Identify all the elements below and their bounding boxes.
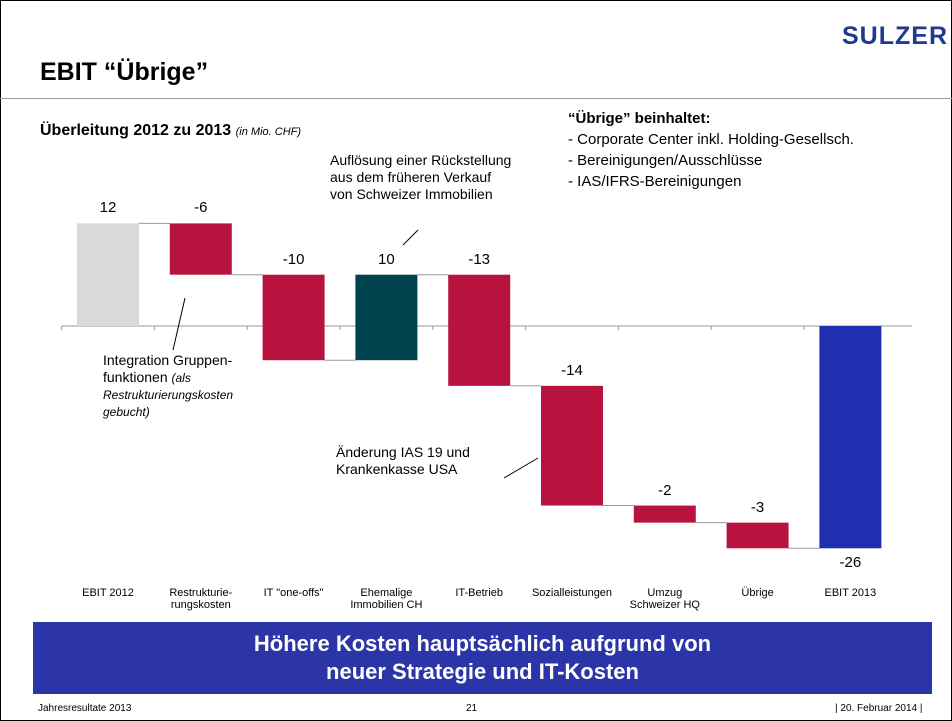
footer-left: Jahresresultate 2013: [38, 703, 132, 714]
bar: [262, 274, 325, 361]
annotation: Änderung IAS 19 und Krankenkasse USA: [336, 444, 470, 477]
x-tick-label: Umzug Schweizer HQ: [629, 587, 700, 611]
header-rule: [0, 98, 952, 99]
value-label: -13: [468, 250, 491, 268]
value-label: -3: [750, 498, 765, 516]
info-item: - Corporate Center inkl. Holding-Gesells…: [568, 131, 854, 148]
value-label: 10: [378, 250, 395, 268]
leader-line: [172, 297, 186, 351]
x-tick-label: IT "one-offs": [263, 587, 324, 599]
chart-title-block: Überleitung 2012 zu 2013 (in Mio. CHF): [40, 122, 301, 140]
x-tick-label: Sozialleistungen: [531, 587, 613, 599]
value-label: -6: [194, 199, 208, 217]
annotation: Integration Gruppen- funktionen (als Res…: [103, 352, 263, 420]
x-tick-label: Übrige: [741, 587, 774, 599]
bar: [726, 522, 789, 549]
annotation-note: (als Restrukturierungskosten gebucht): [103, 371, 234, 419]
bar: [633, 505, 696, 523]
x-tick-label: IT-Betrieb: [455, 587, 504, 599]
x-tick-label: EBIT 2013: [824, 587, 877, 599]
value-label: -26: [839, 554, 862, 572]
logo: SULZER: [842, 22, 948, 50]
info-heading: “Übrige” beinhaltet:: [568, 110, 711, 127]
bar: [819, 326, 882, 549]
value-label: -14: [561, 361, 583, 379]
bar: [541, 385, 603, 506]
info-box: “Übrige” beinhaltet: - Corporate Center …: [568, 108, 854, 192]
bar: [77, 223, 139, 326]
value-label: 12: [99, 199, 117, 217]
chart-subtitle: (in Mio. CHF): [235, 126, 302, 138]
slide-title: EBIT “Übrige”: [40, 58, 209, 86]
footer-page: 21: [466, 703, 478, 714]
banner: Höhere Kosten hauptsächlich aufgrund von…: [33, 622, 932, 694]
banner-line: Höhere Kosten hauptsächlich aufgrund von: [253, 631, 712, 656]
annotation-text: Integration Gruppen- funktionen: [103, 352, 233, 385]
chart-title: Überleitung 2012 zu 2013: [40, 122, 232, 139]
value-label: -10: [282, 250, 305, 268]
leader-line: [503, 457, 539, 479]
x-tick-label: Ehemalige Immobilien CH: [350, 587, 423, 611]
info-item: - IAS/IFRS-Bereinigungen: [568, 173, 742, 190]
bar: [169, 223, 232, 275]
footer-right: | 20. Februar 2014 |: [835, 703, 923, 714]
leader-line: [402, 229, 419, 246]
banner-line: neuer Strategie und IT-Kosten: [326, 659, 639, 684]
bar: [448, 274, 511, 386]
bar: [355, 274, 418, 361]
info-item: - Bereinigungen/Ausschlüsse: [568, 152, 763, 169]
x-tick-label: EBIT 2012: [82, 587, 134, 599]
x-tick-label: Restrukturie- rungskosten: [169, 587, 233, 611]
annotation: Auflösung einer Rückstellung aus dem frü…: [330, 152, 512, 202]
value-label: -2: [658, 481, 672, 499]
